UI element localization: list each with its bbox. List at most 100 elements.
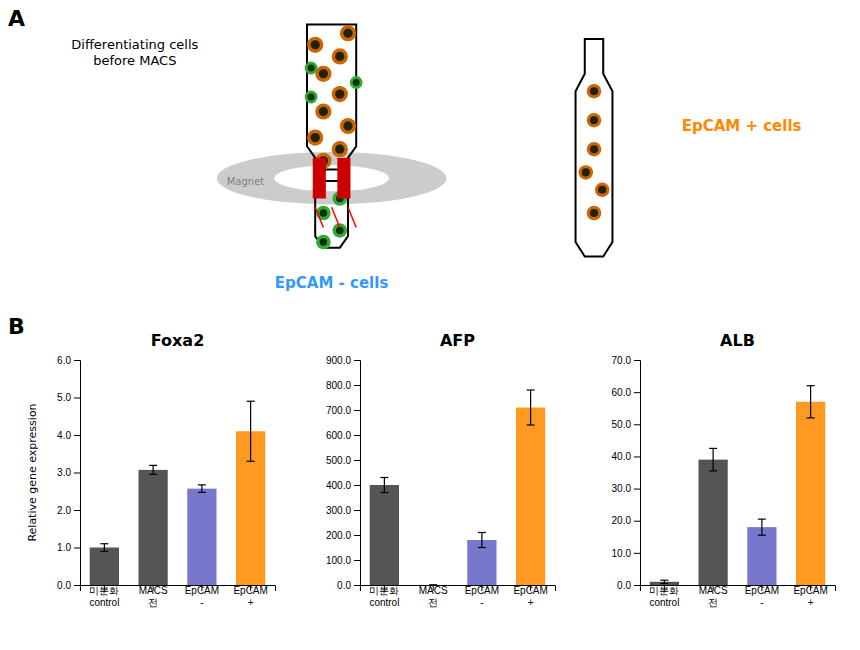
green-cell-nucleus <box>308 65 315 72</box>
error-stem <box>250 401 251 461</box>
tick-mark <box>634 360 640 361</box>
figure: ADifferentiating cellsbefore MACSMagnetE… <box>0 0 860 650</box>
error-bar <box>660 580 668 583</box>
tick-mark <box>74 398 80 399</box>
text-line: MACS <box>699 585 728 596</box>
x-tick: 미분화control <box>649 585 679 608</box>
error-cap <box>660 580 668 581</box>
y-tick: 100.0 <box>326 555 360 566</box>
error-bar <box>478 533 486 548</box>
text-line: EpCAM <box>185 585 219 596</box>
tick-mark <box>634 521 640 522</box>
y-tick-label: 70.0 <box>612 355 632 366</box>
orange-cell <box>315 66 331 82</box>
error-bar <box>709 448 717 471</box>
x-axis: 미분화controlMACS전EpCAM-EpCAM+ <box>81 585 276 608</box>
y-axis: 0.0100.0200.0300.0400.0500.0600.0700.080… <box>326 355 361 591</box>
error-cap <box>478 532 486 533</box>
error-cap <box>149 474 157 475</box>
y-tick: 1.0 <box>57 542 80 553</box>
orange-cell-nucleus <box>590 116 598 124</box>
tick-mark <box>634 553 640 554</box>
error-cap <box>807 385 815 386</box>
annotation: Magnet <box>227 176 265 187</box>
chart-title: Foxa2 <box>151 331 205 350</box>
x-tick-label: 미분화control <box>89 585 119 608</box>
y-tick: 400.0 <box>326 480 360 491</box>
orange-cell-nucleus <box>335 89 344 98</box>
text-line: 전 <box>428 597 438 608</box>
x-axis: 미분화control MACS전 EpCAM- EpCAM+ <box>361 585 556 608</box>
y-tick-label: 5.0 <box>57 392 71 403</box>
orange-cell-nucleus <box>590 87 598 95</box>
y-tick: 70.0 <box>612 355 640 366</box>
text-line: control <box>649 597 679 608</box>
error-bar <box>100 544 108 552</box>
y-tick-label: 0.0 <box>57 580 71 591</box>
x-tick-label: MACS전 <box>139 585 168 608</box>
tick-mark <box>354 435 360 436</box>
tick-mark <box>354 510 360 511</box>
orange-cell <box>595 183 610 198</box>
tick-mark <box>354 485 360 486</box>
orange-cell <box>587 142 602 157</box>
x-tick-label: MACS전 <box>419 585 448 608</box>
orange-cell-nucleus <box>319 107 328 116</box>
tick-mark <box>74 585 80 586</box>
x-tick-label: EpCAM- <box>185 585 219 608</box>
x-tick-label: 미분화control <box>369 585 399 608</box>
text-line: Differentiating cells <box>71 37 198 52</box>
axis-line <box>354 361 361 586</box>
error-cap <box>198 484 206 485</box>
y-tick: 0.0 <box>337 580 360 591</box>
orange-cell-nucleus <box>598 186 606 194</box>
magnetic-bar <box>337 158 350 199</box>
bar <box>747 527 776 585</box>
field-line <box>332 207 340 227</box>
bar-panel: 0.01.02.03.04.05.06.0미분화controlMACS전EpCA… <box>57 355 275 608</box>
y-tick-label: 600.0 <box>326 430 351 441</box>
green-cell <box>316 235 331 250</box>
chart-title: AFP <box>440 331 475 350</box>
y-tick-label: 3.0 <box>57 467 71 478</box>
error-stem <box>384 478 385 493</box>
error-cap <box>198 492 206 493</box>
tick-mark <box>74 360 80 361</box>
y-tick-label: 6.0 <box>57 355 71 366</box>
orange-cell-nucleus <box>335 52 344 61</box>
y-tick-label: 60.0 <box>612 387 632 398</box>
text-line: + <box>808 597 814 608</box>
x-tick-label: EpCAM- <box>465 585 499 608</box>
tick-mark <box>354 585 360 586</box>
annotation: EpCAM - cells <box>275 274 389 292</box>
orange-cell <box>340 25 356 41</box>
orange-cell <box>307 129 323 145</box>
error-cap <box>709 448 717 449</box>
y-tick: 600.0 <box>326 430 360 441</box>
tick-mark <box>74 510 80 511</box>
x-axis: 미분화controlMACS전EpCAM-EpCAM+ <box>641 585 836 608</box>
y-tick: 0.0 <box>617 580 640 591</box>
green-cell-nucleus <box>308 94 315 101</box>
text-line: + <box>528 597 534 608</box>
orange-cell-nucleus <box>582 168 590 176</box>
marks <box>90 401 266 585</box>
field-line <box>315 207 323 227</box>
green-cell <box>350 76 363 89</box>
x-tick-label: 미분화control <box>649 585 679 608</box>
y-tick-label: 700.0 <box>326 405 351 416</box>
orange-cell-nucleus <box>311 40 320 49</box>
y-tick: 2.0 <box>57 505 80 516</box>
text-line: EpCAM <box>513 585 547 596</box>
error-bar <box>807 386 815 418</box>
y-tick: 700.0 <box>326 405 360 416</box>
axis-line <box>634 361 641 586</box>
text-line: control <box>369 597 399 608</box>
x-tick: EpCAM+ <box>793 585 827 608</box>
error-bar <box>198 485 206 493</box>
x-tick: MACS전 <box>699 585 728 608</box>
orange-cell <box>332 48 348 64</box>
green-cell <box>305 62 318 75</box>
tick-mark <box>634 585 640 586</box>
text-line: control <box>89 597 119 608</box>
